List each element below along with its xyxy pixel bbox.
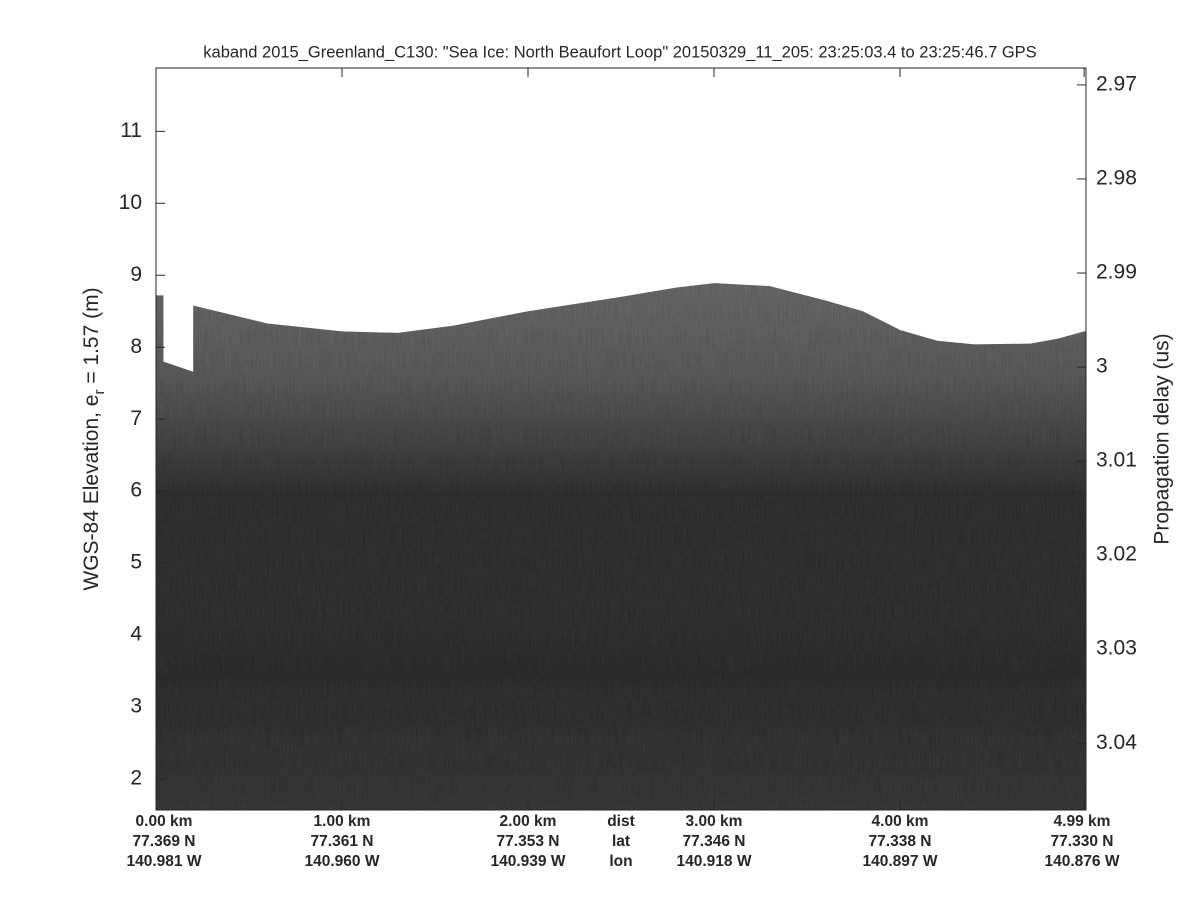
- y-label-end: = 1.57 (m): [80, 287, 103, 389]
- chart-title: kaband 2015_Greenland_C130: "Sea Ice: No…: [203, 43, 1036, 61]
- axes-box: [155, 67, 1087, 811]
- y-label-sub: r: [91, 390, 108, 395]
- x-tick-label: 2.00 km: [500, 813, 557, 830]
- y-axis-label: WGS-84 Elevation, er = 1.57 (m): [80, 287, 109, 590]
- x-tick-lon: 140.897 W: [863, 853, 938, 870]
- x-tick-lon: 140.876 W: [1045, 853, 1120, 870]
- y2-tick-label: 3.03: [1096, 637, 1137, 660]
- y-tick-label: 6: [130, 479, 142, 502]
- y2-tick-label: 3.01: [1096, 449, 1137, 472]
- y-tick-label: 10: [119, 191, 142, 214]
- row-label: dist: [607, 813, 635, 830]
- y-tick-label: 11: [120, 119, 142, 142]
- y-label-text: WGS-84 Elevation, e: [80, 395, 103, 591]
- x-tick-lon: 140.918 W: [677, 853, 752, 870]
- y-tick-label: 8: [130, 335, 142, 358]
- row-label: lat: [612, 833, 630, 850]
- x-tick-lat: 77.330 N: [1051, 833, 1114, 850]
- x-tick-lat: 77.369 N: [133, 833, 196, 850]
- y-tick-label: 4: [130, 623, 142, 646]
- y2-tick-label: 2.98: [1096, 167, 1137, 190]
- x-tick-label: 1.00 km: [314, 813, 371, 830]
- x-tick-lat: 77.353 N: [497, 833, 560, 850]
- x-tick-label: 3.00 km: [686, 813, 743, 830]
- x-tick-lat: 77.346 N: [683, 833, 746, 850]
- y2-tick-label: 3: [1096, 355, 1108, 378]
- x-tick-lon: 140.981 W: [127, 853, 202, 870]
- y-tick-label: 9: [130, 263, 142, 286]
- x-tick-label: 4.99 km: [1054, 813, 1111, 830]
- x-tick-lon: 140.939 W: [491, 853, 566, 870]
- echogram-image: [156, 283, 1086, 810]
- y-tick-label: 5: [130, 551, 142, 574]
- x-tick-lat: 77.338 N: [869, 833, 932, 850]
- y2-tick-label: 3.02: [1096, 543, 1137, 566]
- y2-axis-label: Propagation delay (us): [1151, 333, 1174, 544]
- y-tick-label: 7: [130, 407, 142, 430]
- y2-tick-label: 2.97: [1096, 72, 1137, 95]
- y-tick-label: 2: [130, 767, 142, 790]
- x-tick-lat: 77.361 N: [311, 833, 374, 850]
- y-tick-label: 3: [130, 695, 142, 718]
- x-tick-label: 4.00 km: [872, 813, 929, 830]
- y2-tick-label: 2.99: [1096, 261, 1137, 284]
- row-label: lon: [609, 853, 632, 870]
- y2-tick-label: 3.04: [1096, 731, 1137, 754]
- x-tick-lon: 140.960 W: [305, 853, 380, 870]
- x-tick-label: 0.00 km: [136, 813, 193, 830]
